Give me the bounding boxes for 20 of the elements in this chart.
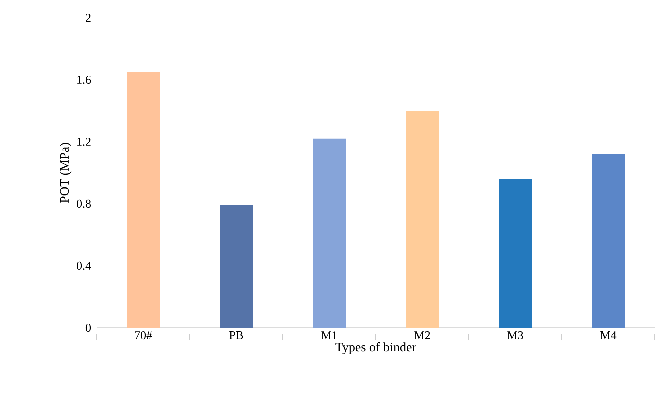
y-axis-title: POT (MPa)	[60, 143, 72, 204]
x-tick-label: M3	[508, 332, 524, 340]
x-tick-label: PB	[230, 332, 244, 340]
bar	[406, 111, 440, 328]
bar	[313, 138, 346, 328]
x-tick-label: 70#	[135, 332, 152, 340]
y-tick-label: 2	[86, 14, 91, 22]
x-tick-label: M4	[600, 332, 617, 340]
bar	[592, 154, 626, 328]
bar	[127, 72, 160, 328]
x-axis-title: Types of binder	[336, 342, 416, 354]
y-tick-label: 0.8	[76, 200, 92, 208]
y-tick-label: 1.2	[78, 138, 91, 146]
y-tick-label: 0	[86, 324, 92, 332]
x-tick-label: M1	[322, 332, 338, 340]
y-tick-label: 0.4	[76, 262, 92, 270]
x-tick-label: M2	[414, 332, 430, 340]
y-tick-label: 1.6	[78, 76, 92, 84]
bar	[499, 179, 532, 328]
bar	[220, 206, 254, 328]
